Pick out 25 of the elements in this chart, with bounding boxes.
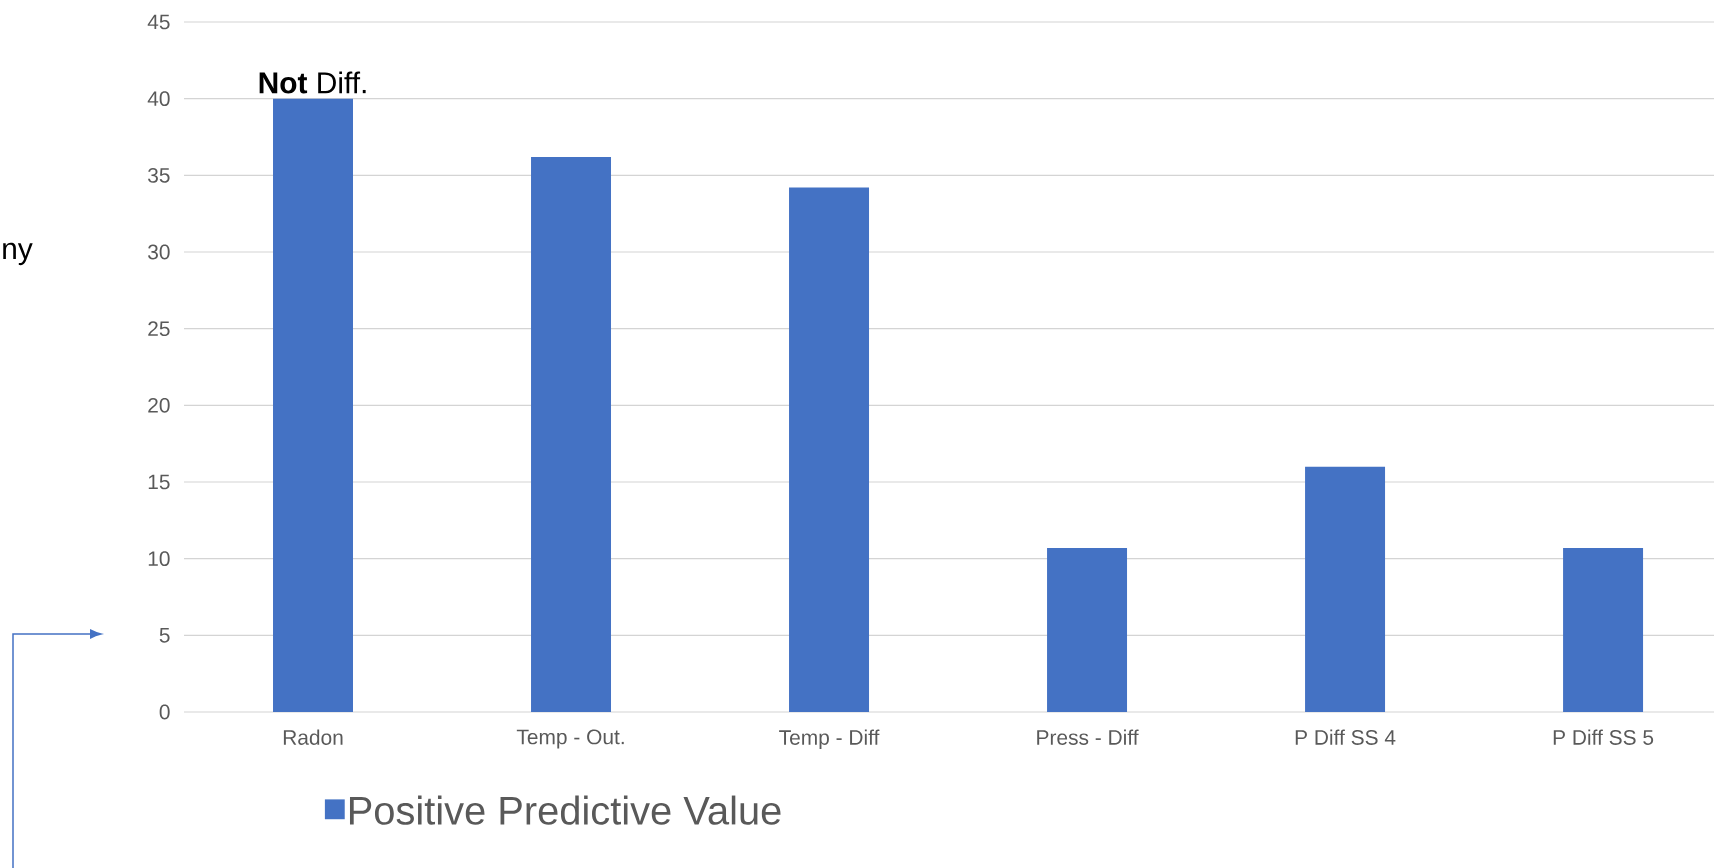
bar: [1305, 466, 1386, 712]
y-tick-label: 20: [148, 397, 170, 413]
bar: [789, 187, 870, 712]
y-tick-label: 40: [147, 91, 170, 107]
text: ny: [3, 242, 33, 266]
y-tick-label: 0: [159, 704, 170, 720]
y-tick-label: 35: [148, 167, 170, 183]
x-tick-label: Press - Diff: [1037, 729, 1139, 745]
legend-label: Positive Predictive Value: [349, 795, 781, 825]
y-tick-label: 25: [148, 321, 170, 337]
y-tick-label: 10: [148, 551, 170, 567]
y-tick-label: 5: [159, 628, 170, 643]
annotation: Not Diff.: [259, 71, 366, 94]
bar: [531, 156, 612, 712]
x-tick-label: Temp - Out.: [516, 729, 624, 749]
x-tick-label: Radon: [283, 729, 343, 745]
bar: [273, 98, 353, 712]
x-tick-label: P Diff SS 5: [1553, 729, 1654, 745]
y-tick-label: 30: [148, 244, 170, 260]
y-tick-label: 45: [147, 14, 170, 30]
x-tick-label: Temp - Diff: [779, 729, 880, 750]
y-tick-label: 15: [148, 474, 170, 490]
bar: [1047, 547, 1128, 712]
x-tick-label: P Diff SS 4: [1295, 729, 1396, 745]
bar: [1563, 547, 1644, 712]
